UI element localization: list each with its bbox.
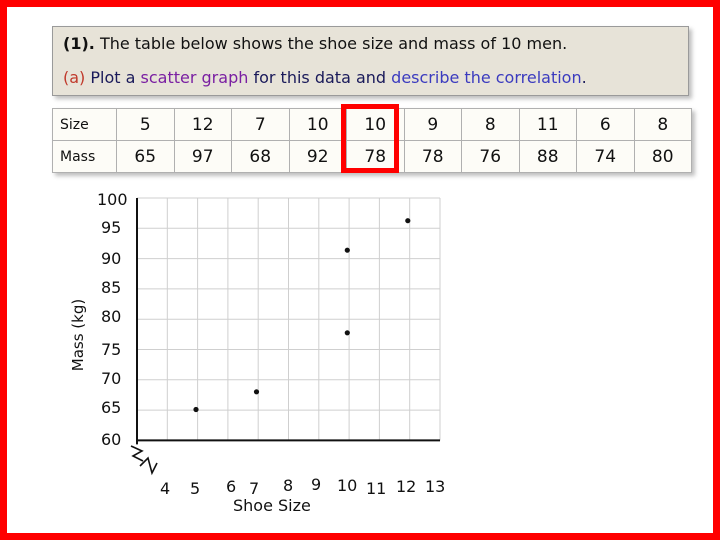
- question-line: (1). The table below shows the shoe size…: [63, 34, 567, 53]
- x-tick-label: 9: [311, 475, 322, 494]
- question-text: The table below shows the shoe size and …: [99, 34, 568, 53]
- x-tick-label: 5: [190, 479, 201, 498]
- part-text-scatter: scatter graph: [140, 68, 249, 87]
- x-tick-label: 6: [226, 477, 237, 496]
- size-cell: 6: [576, 108, 635, 141]
- y-tick-label: 80: [101, 307, 122, 326]
- mass-cell: 80: [633, 140, 692, 173]
- size-cell: 12: [173, 108, 232, 141]
- size-cell: 7: [231, 108, 290, 141]
- size-cell: 8: [633, 108, 692, 141]
- x-axis-break: [139, 456, 158, 476]
- question-box: (1). The table below shows the shoe size…: [52, 26, 689, 96]
- x-tick-label: 7: [249, 479, 260, 498]
- question-part-a: (a) Plot a scatter graph for this data a…: [63, 68, 587, 87]
- size-cell: 10: [288, 108, 347, 141]
- data-point: [253, 389, 260, 395]
- mass-cell: 97: [173, 140, 232, 173]
- highlight-box: [341, 104, 399, 173]
- data-point: [193, 406, 199, 413]
- y-axis-break: [130, 445, 144, 462]
- y-tick-label: 70: [101, 369, 122, 388]
- row-label-size: Size: [52, 108, 117, 141]
- x-axis-label: Shoe Size: [233, 496, 311, 515]
- part-text-2: for: [253, 68, 276, 87]
- part-text-period: .: [581, 68, 587, 87]
- question-number: (1).: [63, 34, 95, 53]
- y-tick-label: 75: [101, 340, 122, 359]
- part-text-1: Plot a: [90, 68, 136, 87]
- x-tick-label: 10: [337, 476, 358, 495]
- part-label: (a): [63, 68, 86, 87]
- x-tick-label: 13: [425, 477, 446, 496]
- mass-cell: 68: [231, 140, 290, 173]
- y-tick-label: 90: [101, 249, 122, 268]
- x-tick-label: 8: [283, 476, 294, 495]
- mass-cell: 78: [403, 140, 462, 173]
- part-text-4: and: [355, 68, 387, 87]
- data-point: [344, 247, 350, 253]
- x-tick-label: 12: [396, 477, 417, 496]
- mass-cell: 74: [576, 140, 635, 173]
- row-label-mass: Mass: [52, 140, 117, 173]
- x-tick-label: 11: [366, 479, 387, 498]
- data-point: [344, 330, 350, 336]
- y-tick-label: 100: [97, 190, 128, 209]
- mass-cell: 76: [461, 140, 520, 173]
- y-axis-label: Mass (kg): [69, 298, 87, 372]
- mass-cell: 88: [518, 140, 577, 173]
- y-tick-label: 95: [101, 218, 122, 237]
- part-text-correlation: describe the correlation: [391, 68, 582, 87]
- y-tick-label: 85: [101, 278, 122, 297]
- data-point: [405, 218, 411, 224]
- x-tick-label: 4: [160, 479, 171, 498]
- y-tick-label: 65: [101, 398, 122, 417]
- size-cell: 8: [461, 108, 520, 141]
- y-tick-label: 60: [101, 430, 122, 449]
- mass-cell: 65: [116, 140, 175, 173]
- part-text-3: this data: [280, 68, 351, 87]
- size-row: Size 5 12 7 10 10 9 8 11 6 8: [52, 108, 692, 141]
